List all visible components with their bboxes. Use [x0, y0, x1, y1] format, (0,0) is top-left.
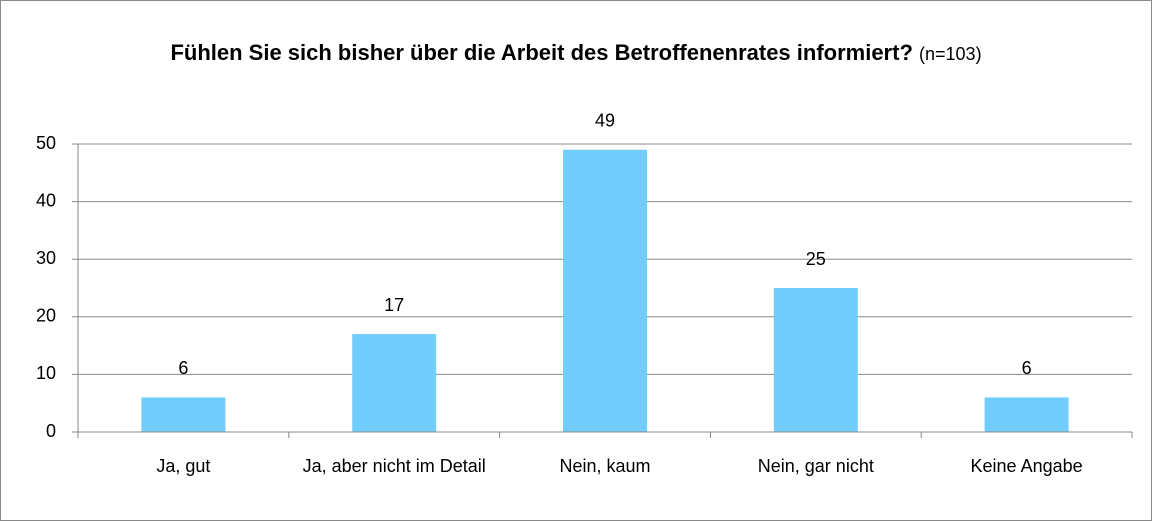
y-tick-label: 0	[46, 421, 56, 441]
value-label: 17	[384, 295, 404, 315]
x-tick-label: Ja, aber nicht im Detail	[302, 456, 486, 476]
bar	[563, 149, 647, 432]
x-tick-label: Nein, gar nicht	[757, 456, 874, 476]
chart-title: Fühlen Sie sich bisher über die Arbeit d…	[170, 40, 913, 65]
x-tick-label: Keine Angabe	[970, 456, 1083, 476]
y-tick-label: 30	[36, 248, 56, 268]
value-label: 6	[1022, 358, 1032, 378]
x-tick-label: Ja, gut	[156, 456, 211, 476]
y-tick-label: 10	[36, 363, 56, 383]
value-label: 6	[178, 358, 188, 378]
y-tick-label: 40	[36, 190, 56, 210]
bar	[141, 397, 226, 432]
title-text: Fühlen Sie sich bisher über die Arbeit d…	[166, 38, 986, 69]
bar	[352, 334, 437, 432]
value-label: 49	[595, 111, 615, 131]
value-label: 25	[806, 249, 826, 269]
y-tick-label: 20	[36, 306, 56, 326]
bar	[984, 397, 1069, 432]
title-block: Fühlen Sie sich bisher über die Arbeit d…	[0, 38, 1152, 69]
y-tick-label: 50	[36, 133, 56, 153]
chart-subtitle: (n=103)	[919, 44, 982, 64]
bar	[773, 288, 858, 432]
x-tick-label: Nein, kaum	[559, 456, 651, 476]
